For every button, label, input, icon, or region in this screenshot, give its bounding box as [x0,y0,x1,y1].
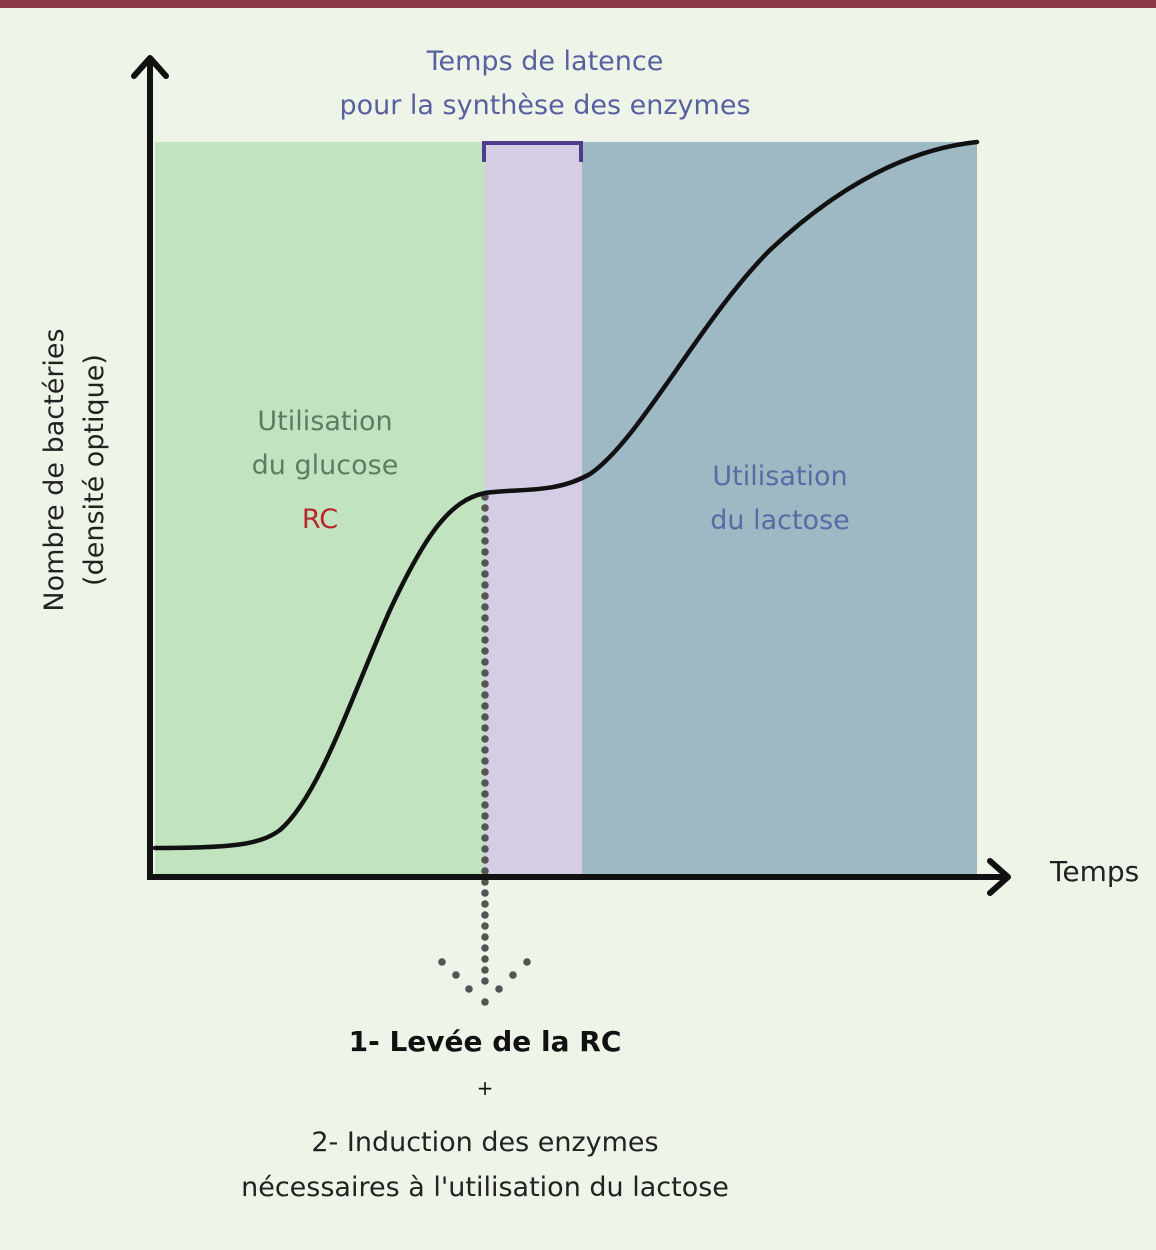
x-axis [147,858,1011,896]
dot [481,900,489,908]
dot [481,856,489,864]
latency-bracket [482,141,583,162]
y-axis [131,55,169,880]
dot [481,592,489,600]
glucose-label-line2: du glucose [251,450,399,481]
x-axis-arrowhead [987,858,1011,896]
latency-zone [485,142,582,875]
dot [481,526,489,534]
dot [481,768,489,776]
dot [481,636,489,644]
arrow-dot [438,958,446,966]
y-axis-arrowhead [131,55,169,79]
dot [481,581,489,589]
x-axis-label: Temps [1050,855,1140,888]
dot [481,977,489,985]
dot [481,757,489,765]
dot [481,658,489,666]
dot [481,746,489,754]
y-axis-label-line2: (densité optique) [79,354,110,586]
dot [481,878,489,886]
dot [481,724,489,732]
latency-label: Temps de latence pour la synthèse des en… [300,40,790,128]
dot [481,559,489,567]
dot [481,570,489,578]
arrow-dot [481,998,489,1006]
dot [481,680,489,688]
dot [481,911,489,919]
latency-label-line1: Temps de latence [426,46,664,77]
dotted-line [481,493,489,985]
dot [481,944,489,952]
dot [481,647,489,655]
rc-label: RC [301,504,339,535]
dot [481,867,489,875]
dot [481,614,489,622]
lactose-label-line2: du lactose [710,505,850,536]
dot [481,504,489,512]
glucose-zone [155,142,485,875]
glucose-label: Utilisation du glucose [200,400,450,488]
step2-label-line2: nécessaires à l'utilisation du lactose [241,1172,729,1203]
arrow-dot [509,971,517,979]
dot [481,922,489,930]
dot [481,515,489,523]
lactose-label-line1: Utilisation [712,461,848,492]
dot [481,537,489,545]
dot [481,955,489,963]
dot [481,713,489,721]
dot [481,779,489,787]
dot [481,603,489,611]
arrow-dot [465,985,473,993]
top-accent-bar [0,0,1156,8]
dot [481,735,489,743]
arrow-dot [523,958,531,966]
dot [481,889,489,897]
lactose-label: Utilisation du lactose [660,455,900,543]
step1-label: 1- Levée de la RC [348,1025,622,1058]
dot [481,702,489,710]
glucose-label-line1: Utilisation [257,406,393,437]
dot [481,823,489,831]
growth-curve [152,139,980,851]
dot [481,933,489,941]
step2-label-line1: 2- Induction des enzymes [311,1127,659,1158]
step2-label: 2- Induction des enzymes nécessaires à l… [210,1120,760,1210]
dot [481,548,489,556]
dotted-arrowhead [438,958,531,1006]
dot [481,966,489,974]
plus-sign: + [476,1076,494,1100]
dot [481,691,489,699]
dot [481,625,489,633]
dot [481,834,489,842]
dot [481,669,489,677]
y-axis-label-line1: Nombre de bactéries [39,328,70,612]
arrow-dot [495,985,503,993]
latency-label-line2: pour la synthèse des enzymes [339,90,751,121]
dot [481,812,489,820]
dot [481,790,489,798]
dot [481,801,489,809]
lactose-zone [582,142,977,875]
arrow-dot [452,971,460,979]
dot [481,845,489,853]
